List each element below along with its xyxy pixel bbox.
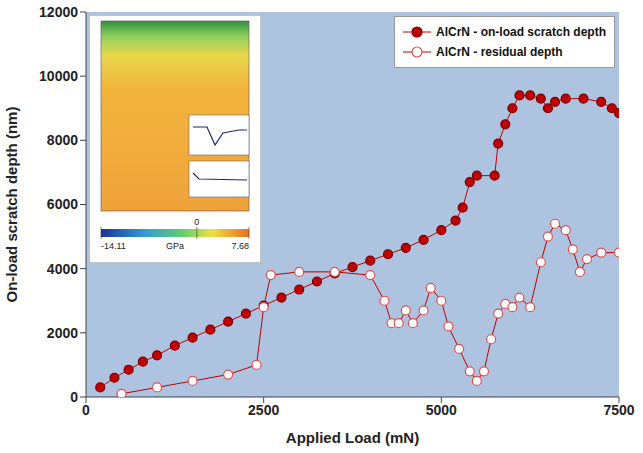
svg-text:GPa: GPa <box>166 241 184 251</box>
svg-text:12000: 12000 <box>39 4 78 20</box>
svg-text:0: 0 <box>82 402 90 418</box>
svg-text:On-load scratch depth (nm): On-load scratch depth (nm) <box>3 107 20 303</box>
svg-text:7500: 7500 <box>603 402 634 418</box>
svg-text:8000: 8000 <box>47 132 78 148</box>
svg-text:Applied Load (mN): Applied Load (mN) <box>286 429 419 446</box>
svg-text:4000: 4000 <box>47 261 78 277</box>
svg-text:2500: 2500 <box>248 402 279 418</box>
svg-text:6000: 6000 <box>47 196 78 212</box>
svg-text:-14.11: -14.11 <box>101 241 126 251</box>
svg-text:0: 0 <box>70 389 78 405</box>
html-text:AlCrN - residual depth: AlCrN - residual depth <box>436 45 563 59</box>
svg-text:2000: 2000 <box>47 325 78 341</box>
svg-text:0: 0 <box>194 217 199 227</box>
svg-text:10000: 10000 <box>39 68 78 84</box>
svg-text:5000: 5000 <box>426 402 457 418</box>
html-text:AlCrN - on-load scratch depth: AlCrN - on-load scratch depth <box>436 25 606 39</box>
svg-text:7.68: 7.68 <box>231 241 249 251</box>
